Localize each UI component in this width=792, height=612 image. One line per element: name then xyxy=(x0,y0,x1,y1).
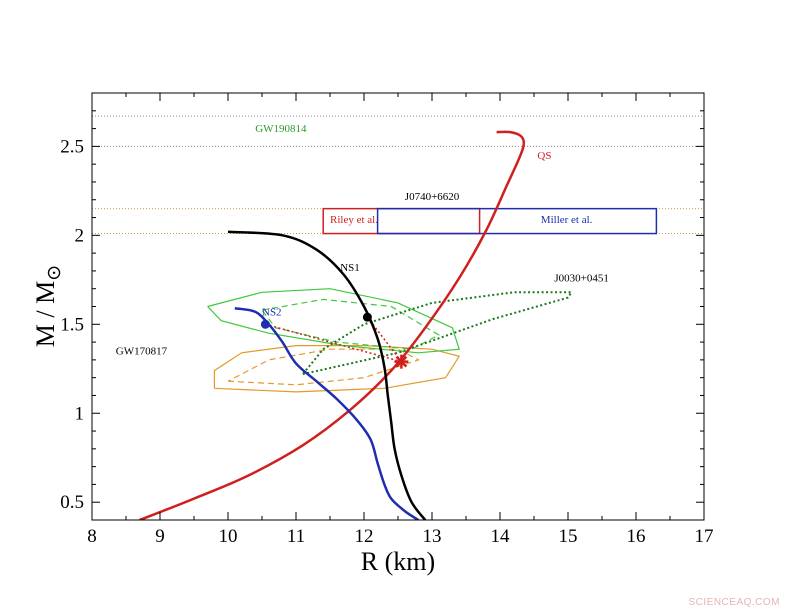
label-riley-et-al-: Riley et al. xyxy=(330,214,378,226)
axis-ticks: 8 9 10 11 12 13 14 15 16 17 0.5 1 1.5 2 2.5 xyxy=(60,93,714,547)
label-miller-et-al-: Miller et al. xyxy=(541,214,593,226)
horizontal-bands xyxy=(92,115,704,235)
eos-curves xyxy=(139,130,526,520)
x-tick-label: 17 xyxy=(695,526,714,547)
series-NS1 xyxy=(227,230,427,520)
label-gw170817: GW170817 xyxy=(116,346,168,358)
marker-QS-point xyxy=(394,354,409,369)
x-tick-label: 11 xyxy=(287,526,305,547)
x-tick-label: 9 xyxy=(155,526,165,547)
y-tick-label: 1 xyxy=(75,403,85,424)
series-QS xyxy=(139,130,526,520)
plot-area xyxy=(92,115,704,520)
contour-J0030+0451 xyxy=(302,291,574,376)
y-tick-label: 2 xyxy=(75,225,85,246)
label-ns1: NS1 xyxy=(340,262,360,274)
x-tick-label: 12 xyxy=(355,526,374,547)
label-j0740-6620: J0740+6620 xyxy=(405,191,460,203)
x-tick-label: 8 xyxy=(87,526,97,547)
plot-frame xyxy=(91,92,705,521)
y-axis-title-sub: ⊙ xyxy=(44,265,65,281)
label-qs: QS xyxy=(537,150,551,162)
y-tick-label: 2.5 xyxy=(60,136,84,157)
watermark: SCIENCEAQ.COM xyxy=(688,597,780,608)
y-tick-label: 0.5 xyxy=(60,492,84,513)
x-tick-label: 15 xyxy=(559,526,578,547)
pulsar-boxes xyxy=(322,207,658,235)
contour-GW170817-green-outer xyxy=(207,288,460,354)
series-NS2 xyxy=(234,307,420,520)
y-axis-title: M / M⊙ xyxy=(31,265,65,347)
markers xyxy=(260,312,409,369)
y-axis-title-text: M / M xyxy=(31,281,60,347)
y-tick-label: 1.5 xyxy=(60,314,84,335)
contour-GW170817-green-inner xyxy=(261,298,441,350)
x-tick-label: 16 xyxy=(627,526,646,547)
contour-GW170817-orange-inner xyxy=(227,348,420,386)
contour-GW170817-orange-outer xyxy=(213,345,461,393)
x-tick-label: 13 xyxy=(423,526,442,547)
annotations: GW190814 QS J0740+6620 Riley et al. Miller e… xyxy=(116,123,609,357)
x-tick-label: 10 xyxy=(219,526,238,547)
label-ns2: NS2 xyxy=(262,306,282,318)
x-axis-title: R (km) xyxy=(361,547,435,576)
marker-NS1-point xyxy=(362,312,372,322)
box-1 xyxy=(376,207,658,235)
svg-text:M / M⊙: M / M⊙ xyxy=(31,265,65,347)
label-j0030-0451: J0030+0451 xyxy=(554,273,608,285)
dotted-link-1 xyxy=(265,323,402,363)
x-tick-label: 14 xyxy=(491,526,511,547)
label-gw190814: GW190814 xyxy=(255,123,307,135)
marker-NS2-point xyxy=(260,319,270,329)
contours xyxy=(207,288,574,393)
